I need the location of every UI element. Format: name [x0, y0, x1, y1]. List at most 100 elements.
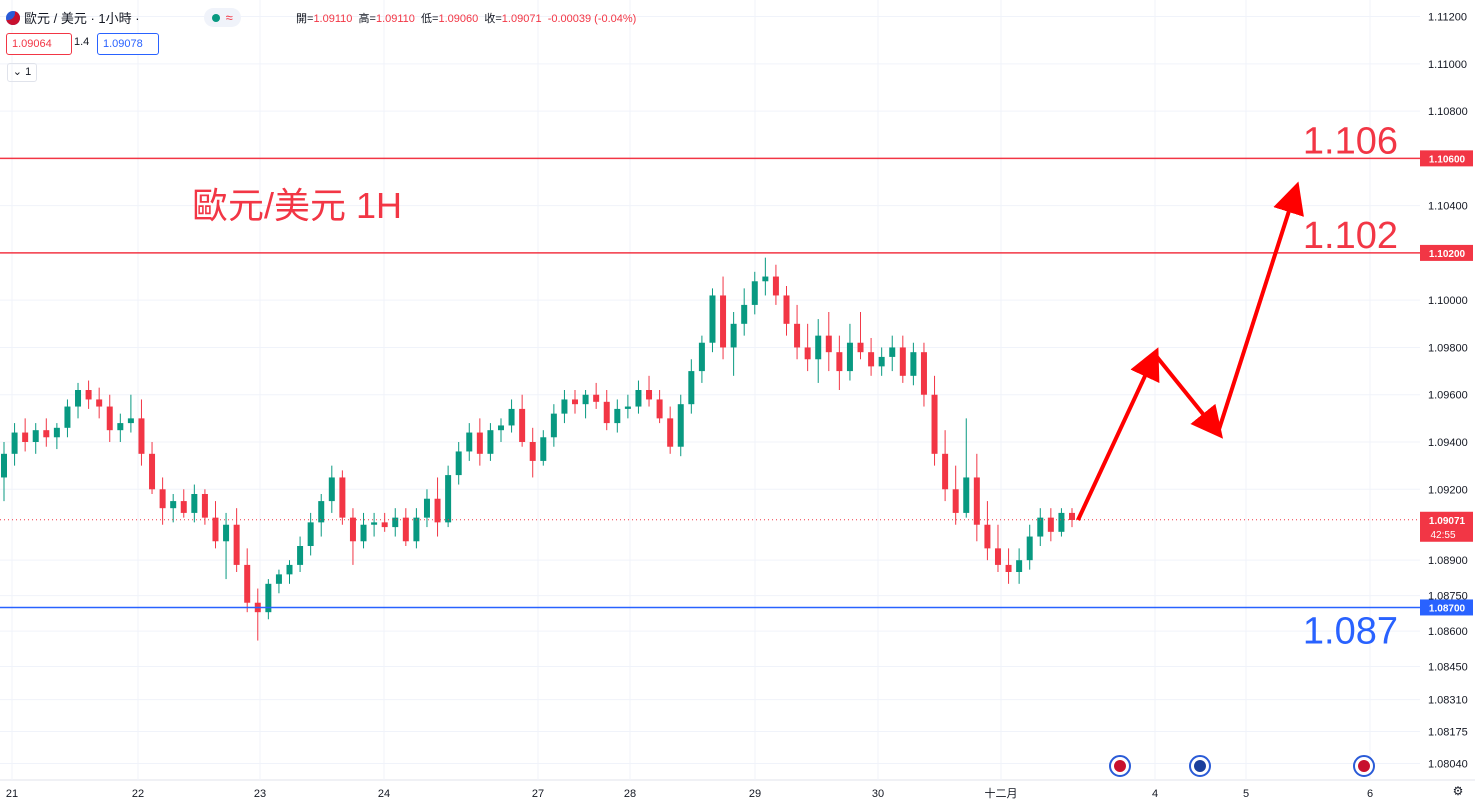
candle: [794, 304, 801, 360]
candle: [286, 560, 293, 584]
candle: [127, 394, 134, 433]
y-tick-label: 1.08600: [1428, 626, 1468, 638]
candle-body: [1037, 517, 1044, 537]
low-label: 低=: [421, 13, 439, 25]
candle: [117, 413, 124, 442]
candle: [1058, 508, 1065, 537]
candle: [582, 390, 589, 419]
candle-body: [709, 295, 716, 343]
candle: [1016, 548, 1023, 584]
candle-body: [159, 489, 166, 509]
candle-body: [994, 548, 1001, 565]
sell-button[interactable]: 1.09064: [6, 33, 72, 55]
buy-button[interactable]: 1.09078: [97, 33, 159, 55]
candle-body: [318, 501, 325, 523]
y-tick-label: 1.09600: [1428, 390, 1468, 402]
candle-body: [730, 323, 737, 348]
y-tick-label: 1.10400: [1428, 201, 1468, 213]
candle-body: [529, 442, 536, 461]
candle: [920, 342, 927, 407]
candle-body: [931, 394, 938, 454]
candle: [603, 390, 610, 431]
candle: [772, 264, 779, 305]
candle: [984, 501, 991, 561]
x-tick-label: 6: [1367, 788, 1373, 800]
candle-body: [783, 295, 790, 324]
collapse-indicators-button[interactable]: ⌄ 1: [7, 63, 37, 82]
candle-body: [772, 276, 779, 296]
candle: [762, 257, 769, 296]
level-axis-label: 1.10600: [1429, 154, 1466, 165]
candle: [783, 286, 790, 336]
badge-core: [1114, 760, 1126, 772]
candle-body: [434, 498, 441, 523]
candle: [994, 524, 1001, 572]
symbol-label: 歐元 / 美元 · 1小時 ·: [24, 11, 140, 26]
level-big-label: 1.106: [1303, 120, 1398, 162]
x-tick-label: 4: [1152, 788, 1158, 800]
candle-body: [265, 583, 272, 613]
candle: [392, 508, 399, 537]
candle-body: [899, 347, 906, 376]
x-tick-label: 十二月: [985, 786, 1018, 800]
candle: [1037, 508, 1044, 546]
eu-flag-icon[interactable]: [1189, 755, 1211, 777]
candle: [275, 569, 282, 594]
market-status-pill[interactable]: ≈: [203, 8, 241, 27]
candle-body: [423, 498, 430, 518]
candle-body: [910, 352, 917, 376]
wave-icon: ≈: [225, 10, 233, 25]
y-tick-label: 1.11200: [1428, 12, 1467, 24]
candle: [434, 477, 441, 537]
y-tick-label: 1.09400: [1428, 437, 1468, 449]
candle: [106, 394, 113, 442]
open-label: 開=: [296, 13, 314, 25]
candle-body: [519, 408, 526, 442]
candle: [371, 512, 378, 537]
candle: [868, 338, 875, 376]
candle-body: [127, 418, 134, 424]
candle-body: [825, 335, 832, 353]
current-price-label: 1.09071: [1429, 516, 1466, 527]
candle: [423, 489, 430, 528]
y-tick-label: 1.10800: [1428, 106, 1468, 118]
projection-arrow: [1153, 353, 1224, 439]
y-tick-label: 1.09200: [1428, 484, 1468, 496]
candle-body: [593, 394, 600, 402]
candle: [307, 512, 314, 556]
candle: [624, 394, 631, 419]
candle-body: [614, 408, 621, 424]
candle-body: [1005, 564, 1012, 572]
level-big-label: 1.102: [1303, 215, 1398, 257]
y-tick-label: 1.09800: [1428, 342, 1468, 354]
candle-body: [984, 524, 991, 549]
candle-body: [170, 501, 177, 509]
ohlc-readout: 開=1.09110 高=1.09110 低=1.09060 收=1.09071 …: [296, 10, 636, 26]
candle-body: [223, 524, 230, 542]
candle: [677, 394, 684, 457]
candle-body: [603, 401, 610, 424]
candle: [825, 312, 832, 372]
low-value: 1.09060: [438, 13, 479, 25]
y-tick-label: 1.08310: [1428, 695, 1468, 707]
us-flag-icon[interactable]: [1109, 755, 1131, 777]
indicator-count: 1: [25, 66, 32, 78]
candle: [1026, 524, 1033, 570]
x-tick-label: 28: [624, 788, 636, 800]
candle: [1069, 508, 1075, 528]
candle: [170, 494, 177, 523]
candle: [572, 390, 579, 414]
candle: [497, 418, 504, 442]
candle-body: [476, 432, 483, 454]
us-flag-icon[interactable]: [1353, 755, 1375, 777]
candle: [22, 418, 29, 452]
symbol-header[interactable]: 歐元 / 美元 · 1小時 · ≈: [6, 8, 241, 27]
candle: [942, 430, 949, 502]
candle-body: [75, 390, 82, 407]
settings-gear-icon[interactable]: ⚙: [1452, 784, 1464, 798]
candle: [85, 380, 92, 409]
open-value: 1.09110: [313, 13, 353, 25]
candle-body: [32, 430, 39, 442]
candle-body: [920, 352, 927, 395]
